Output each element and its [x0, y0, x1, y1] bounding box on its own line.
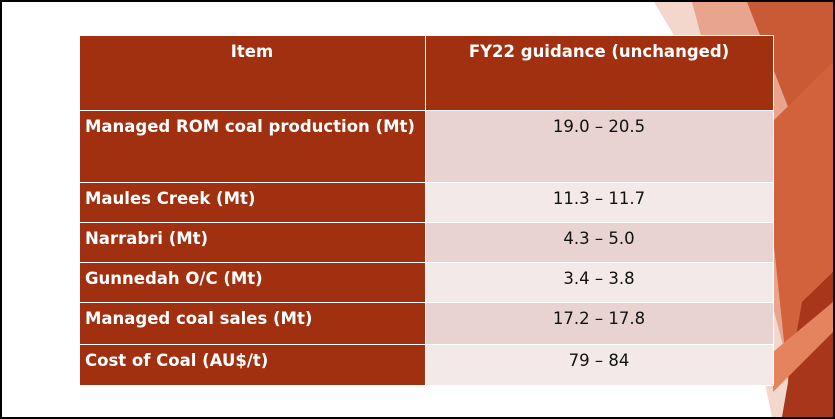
row-label: Managed ROM coal production (Mt) — [79, 110, 426, 183]
table-row: Managed ROM coal production (Mt) 19.0 – … — [79, 110, 774, 183]
row-value: 4.3 – 5.0 — [425, 222, 774, 263]
table-header-row: Item FY22 guidance (unchanged) — [79, 35, 774, 111]
row-label: Managed coal sales (Mt) — [79, 302, 426, 345]
row-value: 79 – 84 — [425, 344, 774, 386]
row-value: 3.4 – 3.8 — [425, 262, 774, 303]
row-value: 19.0 – 20.5 — [425, 110, 774, 183]
row-label: Narrabri (Mt) — [79, 222, 426, 263]
column-header-guidance: FY22 guidance (unchanged) — [425, 35, 774, 111]
row-label: Maules Creek (Mt) — [79, 182, 426, 223]
table-row: Narrabri (Mt) 4.3 – 5.0 — [79, 222, 774, 263]
table-row: Managed coal sales (Mt) 17.2 – 17.8 — [79, 302, 774, 345]
row-label: Cost of Coal (AU$/t) — [79, 344, 426, 386]
guidance-table: Item FY22 guidance (unchanged) Managed R… — [79, 35, 774, 386]
row-value: 17.2 – 17.8 — [425, 302, 774, 345]
table-row: Cost of Coal (AU$/t) 79 – 84 — [79, 344, 774, 386]
row-label: Gunnedah O/C (Mt) — [79, 262, 426, 303]
column-header-item: Item — [79, 35, 426, 111]
row-value: 11.3 – 11.7 — [425, 182, 774, 223]
table-row: Maules Creek (Mt) 11.3 – 11.7 — [79, 182, 774, 223]
table-row: Gunnedah O/C (Mt) 3.4 – 3.8 — [79, 262, 774, 303]
